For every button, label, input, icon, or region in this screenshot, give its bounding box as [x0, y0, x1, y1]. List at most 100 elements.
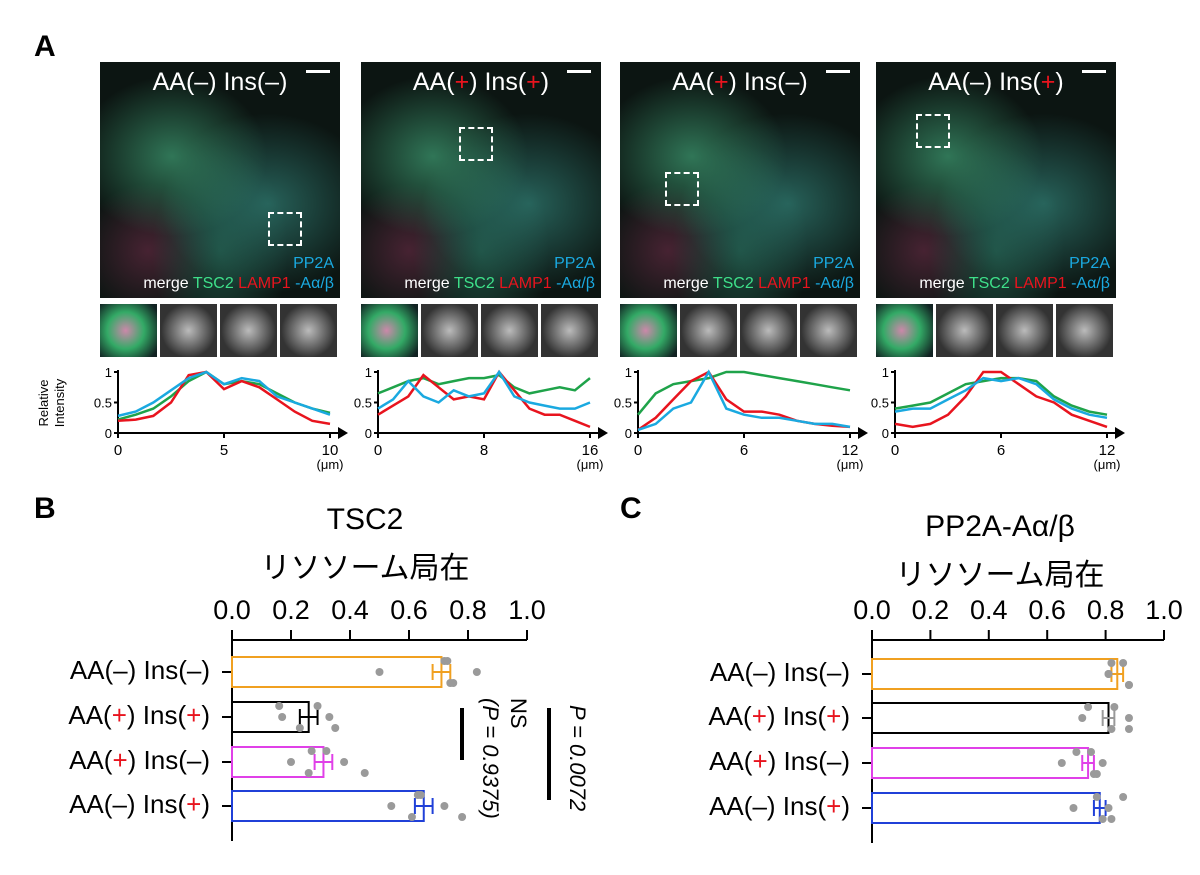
y-tick-label: 0.5 — [871, 396, 889, 411]
scale-bar — [1082, 70, 1106, 73]
label-text: AA( — [412, 68, 455, 96]
bar — [231, 656, 443, 688]
data-point — [325, 713, 334, 721]
label-text: ) — [1055, 68, 1064, 96]
label-text: AA( — [69, 789, 113, 819]
category-label: AA(–) Ins(–) — [650, 657, 850, 688]
micrograph: AA(+) Ins(–) PP2A merge TSC2 LAMP1 -Aα/β — [620, 62, 860, 298]
bar — [871, 747, 1090, 779]
panel-label-b: B — [34, 492, 56, 525]
data-point — [1107, 725, 1116, 733]
legend-tsc2: TSC2 — [192, 275, 239, 292]
intensity-line-lamp1 — [377, 369, 591, 429]
aa-sign: + — [112, 745, 128, 775]
scale-bar — [567, 70, 591, 73]
label-text: ) Ins( — [766, 701, 827, 731]
label-text: AA( — [708, 701, 752, 731]
intensity-line-lamp1 — [117, 370, 331, 426]
ins-sign: + — [186, 789, 202, 819]
y-tick-label: 0.5 — [354, 396, 372, 411]
micrograph-title: AA(–) Ins(–) — [100, 68, 340, 97]
axis-arrow-icon — [338, 427, 348, 439]
legend-pp2a-sub: -Aα/β — [815, 275, 854, 292]
data-point — [1104, 804, 1113, 812]
legend-pp2a: PP2A — [1069, 255, 1110, 272]
x-tick-label: 5 — [220, 442, 228, 459]
x-tick-label: 12 — [842, 442, 859, 459]
y-tick-label: 1 — [105, 365, 112, 380]
label-text: ) — [279, 68, 288, 96]
data-point — [416, 791, 425, 799]
aa-sign: – — [112, 789, 127, 819]
label-text: AA( — [68, 700, 112, 730]
y-tick-label: 1 — [625, 365, 632, 380]
stat-p-value: P = 0.0072 — [565, 705, 590, 811]
inset-channel — [280, 304, 337, 357]
ins-sign: – — [186, 745, 202, 775]
aa-sign: – — [969, 68, 984, 96]
micrograph: AA(–) Ins(+) PP2A merge TSC2 LAMP1 -Aα/β — [876, 62, 1116, 298]
data-point — [1098, 815, 1107, 823]
legend-lamp1: LAMP1 — [1014, 275, 1072, 292]
label-text: AA( — [69, 745, 113, 775]
category-label: AA(+) Ins(+) — [650, 701, 850, 732]
label-text: ) Ins( — [127, 745, 187, 775]
value-tick-label: 0.2 — [911, 595, 950, 625]
value-tick-label: 0.4 — [331, 595, 369, 625]
data-point — [1087, 748, 1095, 756]
x-tick-label: 0 — [374, 442, 382, 459]
inset-channel — [541, 304, 598, 357]
category-label: AA(+) Ins(+) — [10, 700, 210, 731]
ins-sign: + — [826, 791, 842, 821]
x-tick-label: 6 — [740, 442, 748, 459]
legend-pp2a: PP2A — [554, 255, 595, 272]
data-point — [307, 747, 316, 755]
axis-arrow-icon — [598, 427, 608, 439]
x-unit-label: (μm) — [317, 457, 344, 472]
data-point — [1107, 815, 1116, 823]
value-tick-label: 0.8 — [1086, 595, 1125, 625]
y-tick-label: 0 — [625, 426, 632, 441]
channel-legend: PP2A merge TSC2 LAMP1 -Aα/β — [404, 254, 595, 294]
inset-merge — [620, 304, 677, 357]
label-text: ) Ins( — [767, 746, 827, 776]
inset-channel — [936, 304, 993, 357]
x-tick-label: 0 — [891, 442, 899, 459]
y-axis-label: Relative Intensity — [36, 378, 67, 428]
data-point — [313, 702, 322, 710]
micrograph-title: AA(+) Ins(–) — [620, 68, 860, 97]
channel-legend: PP2A merge TSC2 LAMP1 -Aα/β — [919, 254, 1110, 294]
label-text: AA( — [709, 657, 754, 687]
intensity-line-pp2a — [117, 370, 331, 418]
y-tick-label: 0 — [105, 426, 112, 441]
label-text: ) Ins( — [728, 68, 786, 96]
data-point — [1089, 770, 1098, 778]
category-label: AA(–) Ins(+) — [10, 789, 210, 820]
y-tick-label: 0.5 — [614, 396, 632, 411]
intensity-line-pp2a — [894, 376, 1108, 420]
label-text: ) — [841, 701, 850, 731]
value-tick-label: 0.0 — [853, 595, 891, 625]
chart-title: PP2A-Aα/β — [925, 510, 1075, 543]
legend-merge: merge — [919, 275, 969, 292]
value-tick-label: 0.6 — [390, 595, 428, 625]
inset-channel — [421, 304, 478, 357]
data-point — [1084, 703, 1093, 711]
bar — [871, 658, 1119, 690]
legend-merge: merge — [143, 275, 193, 292]
x-tick-label: 6 — [997, 442, 1005, 459]
label-text: ) Ins( — [127, 655, 187, 685]
intensity-line-tsc2 — [377, 373, 591, 395]
legend-line-1: PP2A — [919, 254, 1110, 274]
value-tick-label: 0.4 — [970, 595, 1008, 625]
label-text: AA( — [928, 68, 970, 96]
data-point — [440, 657, 449, 665]
label-text: ) — [799, 68, 808, 96]
stat-ns-label: NS — [506, 698, 531, 729]
micrograph-title: AA(–) Ins(+) — [876, 68, 1116, 97]
value-tick-label: 0.8 — [449, 595, 487, 625]
scale-bar — [826, 70, 850, 73]
data-point — [278, 713, 287, 721]
legend-pp2a: PP2A — [813, 255, 854, 272]
